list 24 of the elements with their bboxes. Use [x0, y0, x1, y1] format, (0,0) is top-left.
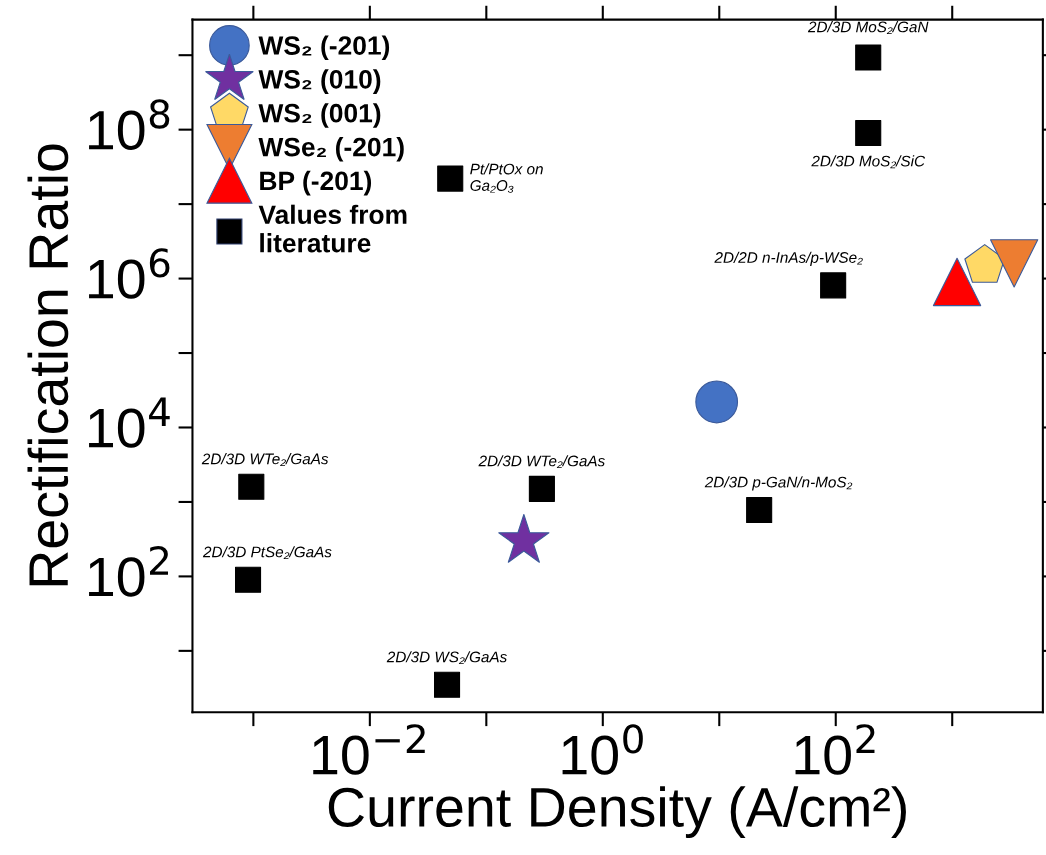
y-tick-label: 10$^{6}$ — [89, 248, 170, 299]
annotation: 2D/3D WS₂/GaAs — [386, 651, 507, 665]
y-axis-title: Rectification Ratio — [27, 144, 69, 586]
x-axis-title: Current Density (A/cm²) — [328, 786, 906, 839]
legend-label: WS₂ (010) — [258, 69, 381, 94]
annotation: 2D/3D WTe₂/GaAs — [478, 455, 605, 469]
y-tick-label: 10$^{8}$ — [89, 99, 170, 150]
x-tick-label: 10$^{0}$ — [562, 724, 643, 775]
legend-label: BP (-201) — [260, 170, 372, 196]
annotation: 2D/3D WTe₂/GaAs — [201, 453, 329, 466]
annotation: Pt/PtOx on Ga₂O₃ — [470, 163, 543, 193]
legend-label: WS₂ (-201) — [258, 35, 390, 61]
x-tick-label: 10$^{−2}$ — [313, 724, 425, 775]
legend-label: Values from literature — [258, 204, 407, 253]
annotation: 2D/2D n-InAs/p-WSe₂ — [714, 251, 863, 266]
x-tick-label: 10$^{2}$ — [795, 724, 875, 775]
y-tick-label: 10$^{4}$ — [89, 397, 170, 448]
annotation: 2D/3D PtSe₂/GaAs — [202, 546, 332, 560]
y-tick-label: 10$^{2}$ — [89, 545, 168, 597]
annotation: 2D/3D MoS₂/SiC — [811, 155, 926, 169]
annotation: 2D/3D MoS₂/GaN — [807, 21, 929, 34]
annotation: 2D/3D p-GaN/n-MoS₂ — [704, 476, 853, 491]
legend-label: WS₂ (001) — [258, 103, 381, 128]
legend-label: WSe₂ (-201) — [258, 137, 404, 162]
